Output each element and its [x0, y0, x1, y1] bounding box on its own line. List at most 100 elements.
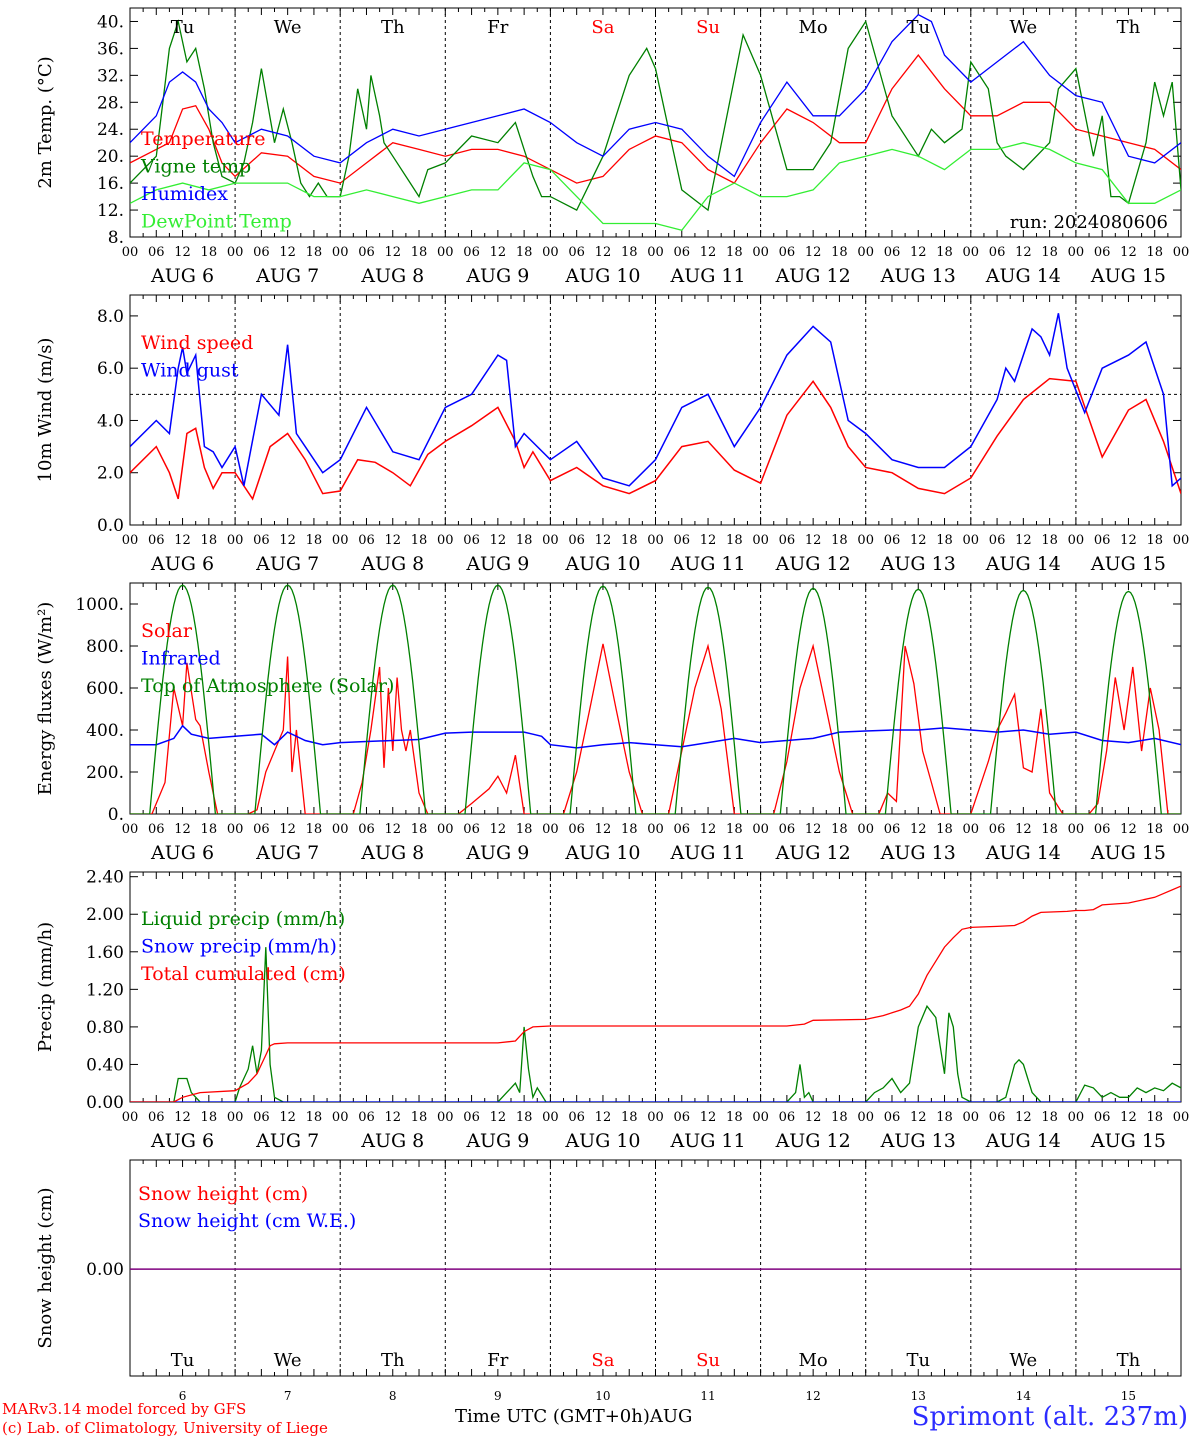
y-axis-label: 2m Temp. (°C)	[35, 56, 56, 188]
date-label: AUG 15	[1090, 1130, 1166, 1152]
hour-tick-label: 00	[647, 822, 664, 837]
hour-tick-label: 00	[437, 1110, 454, 1125]
hour-tick-label: 00	[1068, 822, 1085, 837]
hour-tick-label: 12	[805, 533, 822, 548]
hour-tick-label: 06	[148, 245, 165, 260]
hour-tick-label: 12	[595, 822, 612, 837]
day-number: 9	[494, 1389, 502, 1403]
hour-tick-label: 18	[1041, 533, 1058, 548]
hour-tick-label: 12	[910, 1110, 927, 1125]
day-name: Th	[1117, 17, 1141, 38]
date-label: AUG 7	[255, 553, 319, 575]
hour-tick-label: 12	[805, 822, 822, 837]
hour-tick-label: 00	[1068, 245, 1085, 260]
hour-tick-label: 12	[279, 245, 296, 260]
hour-tick-label: 06	[568, 245, 585, 260]
hour-tick-label: 18	[831, 533, 848, 548]
legend-entry: Top of Atmosphere (Solar)	[141, 675, 394, 697]
legend-entry: Vigne temp	[140, 156, 251, 178]
series-vigne-temp	[130, 19, 1181, 212]
y-tick-label: 0.40	[86, 1055, 124, 1075]
hour-tick-label: 06	[358, 822, 375, 837]
y-tick-label: 8.0	[97, 307, 124, 327]
model-credit: MARv3.14 model forced by GFS (c) Lab. of…	[2, 1400, 328, 1438]
hour-tick-label: 12	[805, 1110, 822, 1125]
hour-tick-label: 12	[910, 822, 927, 837]
hour-tick-label: 00	[437, 245, 454, 260]
hour-tick-label: 00	[1173, 822, 1190, 837]
day-name: Sa	[591, 1350, 614, 1371]
hour-tick-label: 06	[884, 533, 901, 548]
hour-tick-label: 00	[963, 1110, 980, 1125]
hour-tick-label: 12	[1120, 533, 1137, 548]
hour-tick-label: 00	[122, 533, 139, 548]
date-label: AUG 9	[465, 265, 529, 287]
y-tick-label: 4.0	[97, 411, 124, 431]
date-label: AUG 14	[985, 1130, 1061, 1152]
hour-tick-label: 06	[568, 533, 585, 548]
hour-tick-label: 00	[963, 533, 980, 548]
date-label: AUG 9	[465, 842, 529, 864]
day-name: Su	[696, 1350, 720, 1371]
legend-entry: Total cumulated (cm)	[141, 963, 346, 985]
day-name: Th	[1117, 1350, 1141, 1371]
hour-tick-label: 06	[463, 1110, 480, 1125]
y-tick-label: 0.00	[86, 1260, 124, 1280]
hour-tick-label: 06	[253, 822, 270, 837]
hour-tick-label: 06	[779, 1110, 796, 1125]
date-label: AUG 15	[1090, 265, 1166, 287]
hour-tick-label: 06	[674, 533, 691, 548]
date-label: AUG 11	[669, 265, 745, 287]
hour-tick-label: 00	[963, 822, 980, 837]
hour-tick-label: 18	[936, 245, 953, 260]
hour-tick-label: 00	[122, 1110, 139, 1125]
hour-tick-label: 18	[936, 533, 953, 548]
panel-5	[129, 1159, 1182, 1377]
date-label: AUG 14	[985, 842, 1061, 864]
hour-tick-label: 00	[857, 245, 874, 260]
legend-entry: Humidex	[141, 183, 228, 205]
series-temperature	[130, 54, 1181, 184]
hour-tick-label: 18	[306, 533, 323, 548]
legend-entry: Snow height (cm W.E.)	[138, 1210, 356, 1232]
hour-tick-label: 00	[332, 822, 349, 837]
hour-tick-label: 00	[752, 533, 769, 548]
y-tick-label: 40.	[97, 12, 124, 32]
hour-tick-label: 06	[989, 245, 1006, 260]
date-label: AUG 14	[985, 553, 1061, 575]
y-axis-label: 10m Wind (m/s)	[35, 338, 56, 483]
hour-tick-label: 18	[936, 1110, 953, 1125]
date-label: AUG 11	[669, 1130, 745, 1152]
day-number: 13	[911, 1389, 926, 1403]
date-label: AUG 6	[150, 265, 214, 287]
hour-tick-label: 18	[621, 533, 638, 548]
hour-tick-label: 06	[1094, 533, 1111, 548]
hour-tick-label: 12	[1015, 245, 1032, 260]
hour-tick-label: 06	[358, 533, 375, 548]
day-number: 12	[806, 1389, 821, 1403]
hour-tick-label: 18	[726, 533, 743, 548]
hour-tick-label: 00	[227, 822, 244, 837]
hour-tick-label: 06	[463, 822, 480, 837]
hour-tick-label: 00	[332, 533, 349, 548]
hour-tick-label: 12	[490, 1110, 507, 1125]
day-name: Sa	[591, 17, 614, 38]
hour-tick-label: 06	[1094, 1110, 1111, 1125]
hour-tick-label: 18	[621, 1110, 638, 1125]
hour-tick-label: 18	[1146, 822, 1163, 837]
day-number: 14	[1016, 1389, 1032, 1403]
hour-tick-label: 18	[516, 1110, 533, 1125]
hour-tick-label: 06	[884, 245, 901, 260]
hour-tick-label: 12	[595, 1110, 612, 1125]
date-label: AUG 12	[775, 842, 851, 864]
hour-tick-label: 06	[674, 822, 691, 837]
hour-tick-label: 12	[174, 533, 191, 548]
hour-tick-label: 12	[595, 533, 612, 548]
hour-tick-label: 00	[542, 1110, 559, 1125]
run-label: run: 2024080606	[1010, 212, 1168, 233]
hour-tick-label: 12	[384, 533, 401, 548]
hour-tick-label: 00	[1068, 1110, 1085, 1125]
hour-tick-label: 18	[516, 533, 533, 548]
hour-tick-label: 18	[411, 1110, 428, 1125]
lab-credit: (c) Lab. of Climatology, University of L…	[2, 1419, 328, 1437]
